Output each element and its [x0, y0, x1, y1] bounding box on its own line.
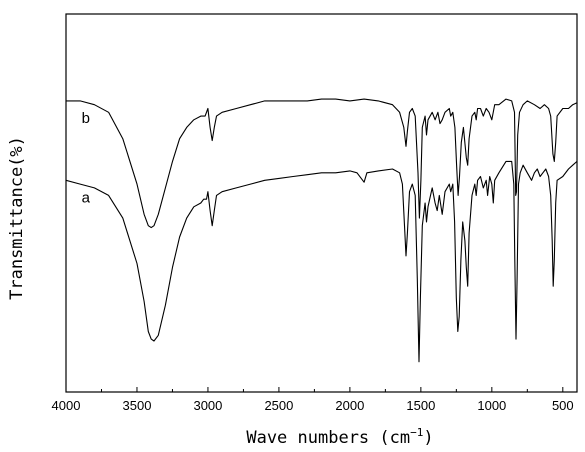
x-tick-label: 4000 [52, 398, 81, 413]
series-label-a: a [82, 189, 91, 206]
plot-frame [65, 13, 578, 393]
x-axis-unit-open: (cm [379, 428, 410, 448]
spectrum-a [65, 160, 578, 363]
x-tick-label: 2000 [335, 398, 364, 413]
x-tick-label: 1000 [477, 398, 506, 413]
x-tick-label: 1500 [406, 398, 435, 413]
x-tick-label: 2500 [264, 398, 293, 413]
x-axis-ticks [65, 387, 564, 392]
series-label-b: b [82, 110, 90, 127]
x-tick-label: 3500 [123, 398, 152, 413]
x-tick-label: 3000 [193, 398, 222, 413]
x-tick-label: 500 [552, 398, 574, 413]
spectra [65, 98, 578, 363]
spectrum-b [66, 98, 578, 229]
x-axis-unit-exponent: −1 [410, 426, 423, 439]
series-labels: ba [82, 110, 91, 206]
y-axis-title: Transmittance(%) [7, 136, 27, 300]
x-axis-label-text: Wave numbers [246, 428, 369, 448]
x-axis-unit-close: ) [423, 428, 433, 448]
x-axis-title: Wave numbers (cm−1) [246, 426, 433, 448]
x-axis-tick-labels: 4000 3500 3000 2500 2000 1500 1000 500 [52, 398, 574, 413]
